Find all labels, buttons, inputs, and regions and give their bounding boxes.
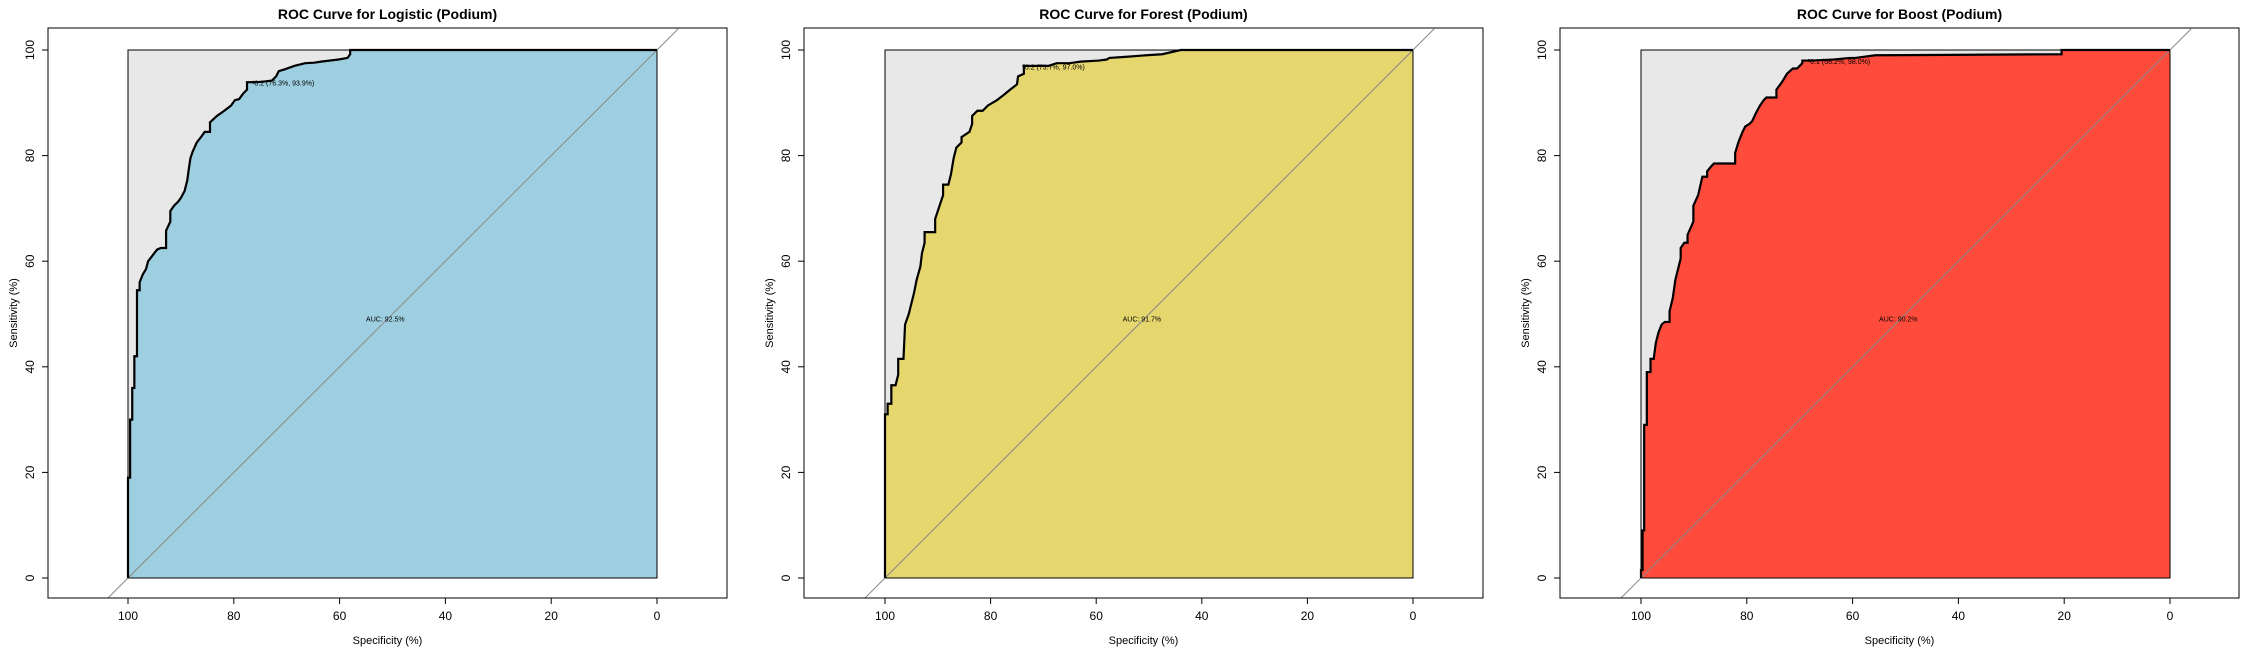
x-tick-label: 0 [1410,609,1417,623]
x-tick-label: 40 [1195,609,1209,623]
y-tick-label: 100 [23,40,37,60]
chart-title: ROC Curve for Forest (Podium) [1039,6,1247,22]
plot-area: 0.2 (73.7%, 97.0%) AUC: 91.7% [864,28,1435,598]
x-tick-label: 80 [227,609,241,623]
y-tick-label: 40 [23,360,37,374]
y-tick-label: 80 [23,149,37,163]
y-tick-label: 0 [1535,574,1549,581]
threshold-point [1022,64,1026,68]
y-tick-label: 100 [779,40,793,60]
y-axis-label: Sensitivity (%) [8,278,20,348]
x-tick-label: 80 [984,609,998,623]
threshold-label: 0.1 (68.2%, 98.0%) [1810,59,1870,66]
plot-area: 0.1 (68.2%, 98.0%) AUC: 90.2% [1620,28,2192,598]
roc-panel-2: ROC Curve for Forest (Podium) 0.2 (73.7%,… [764,6,1484,647]
y-axis-label: Sensitivity (%) [1520,278,1532,348]
x-tick-label: 60 [1090,609,1104,623]
unit-square-border [884,49,1414,579]
x-tick-label: 100 [118,609,138,623]
y-tick-label: 0 [779,574,793,581]
x-tick-label: 100 [1631,609,1651,623]
x-tick-label: 0 [2167,609,2174,623]
x-tick-label: 40 [439,609,453,623]
y-tick-label: 20 [23,465,37,479]
x-tick-label: 60 [1846,609,1860,623]
auc-label: AUC: 91.7% [1123,316,1162,323]
diagonal-line [1620,28,2192,598]
threshold-point [1807,59,1811,63]
auc-label: AUC: 92.5% [366,316,405,323]
y-tick-label: 20 [1535,465,1549,479]
threshold-label: 0.2 (73.7%, 97.0%) [1025,64,1085,71]
y-axis-label: Sensitivity (%) [764,278,776,348]
y-tick-label: 40 [779,360,793,374]
x-tick-label: 60 [333,609,347,623]
auc-label: AUC: 90.2% [1879,316,1918,323]
roc-panel-3: ROC Curve for Boost (Podium) 0.1 (68.2%, … [1520,6,2240,647]
threshold-label: 0.2 (76.3%, 93.9%) [254,81,314,88]
x-axis-label: Specificity (%) [1109,635,1179,647]
plot-area: 0.2 (76.3%, 93.9%) AUC: 92.5% [107,28,679,598]
roc-curve [126,48,657,578]
x-tick-label: 20 [2058,609,2072,623]
roc-curve [1639,48,2170,578]
y-tick-label: 100 [1535,40,1549,60]
y-tick-label: 0 [23,574,37,581]
y-tick-label: 80 [779,149,793,163]
x-tick-label: 40 [1952,609,1966,623]
y-tick-label: 60 [779,254,793,268]
roc-panel-1: ROC Curve for Logistic (Podium) 0.2 (76.3… [8,6,728,647]
chart-title: ROC Curve for Boost (Podium) [1797,6,2002,22]
y-tick-label: 80 [1535,149,1549,163]
y-tick-label: 20 [779,465,793,479]
chart-title: ROC Curve for Logistic (Podium) [278,6,497,22]
threshold-point [251,80,255,84]
diagonal-line [864,28,1435,598]
x-tick-label: 80 [1740,609,1754,623]
x-tick-label: 0 [654,609,661,623]
y-tick-label: 60 [1535,254,1549,268]
x-axis-label: Specificity (%) [353,635,423,647]
diagonal-line [107,28,679,598]
x-axis-label: Specificity (%) [1865,635,1935,647]
roc-curve [883,48,1413,578]
x-tick-label: 20 [545,609,559,623]
y-tick-label: 60 [23,254,37,268]
y-tick-label: 40 [1535,360,1549,374]
x-tick-label: 20 [1301,609,1315,623]
unit-square-border [1640,49,2171,579]
x-tick-label: 100 [875,609,895,623]
